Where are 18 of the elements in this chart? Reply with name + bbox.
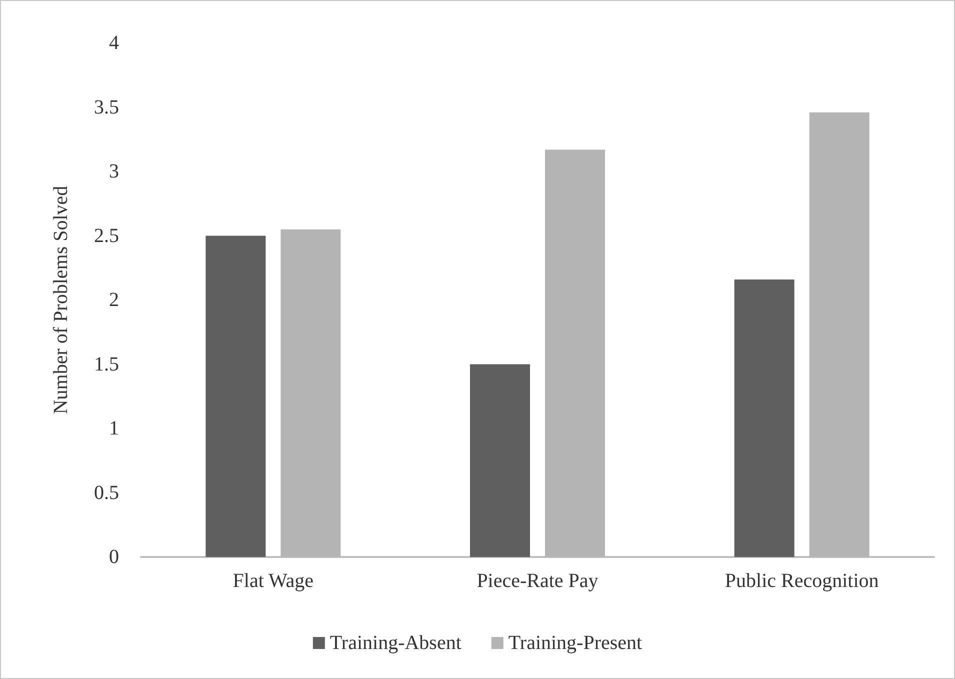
- legend-label: Training-Present: [508, 632, 643, 654]
- y-tick-label: 0: [109, 546, 119, 568]
- bar: [470, 364, 530, 557]
- y-axis-title: Number of Problems Solved: [50, 186, 72, 414]
- y-tick-label: 3.5: [94, 96, 119, 118]
- y-tick-label: 2.5: [94, 224, 119, 247]
- x-tick-label: Flat Wage: [232, 570, 314, 592]
- x-tick-label: Public Recognition: [724, 570, 879, 592]
- y-tick-label: 0.5: [94, 482, 119, 504]
- y-tick-label: 1.5: [94, 353, 119, 376]
- bar: [206, 236, 266, 557]
- y-tick-label: 1: [109, 418, 119, 440]
- x-tick-label: Piece-Rate Pay: [476, 570, 598, 592]
- bar: [734, 279, 794, 557]
- y-tick-label: 2: [109, 289, 119, 311]
- y-tick-label: 4: [109, 32, 119, 54]
- legend-label: Training-Absent: [330, 632, 462, 654]
- y-tick-label: 3: [109, 160, 119, 182]
